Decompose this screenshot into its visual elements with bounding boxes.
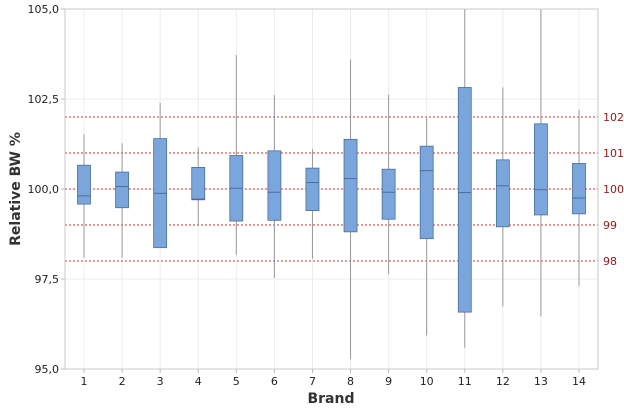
x-tick-label: 4 (195, 375, 202, 388)
box-brand-11 (457, 9, 472, 348)
box-brand-4 (191, 147, 206, 226)
x-tick-label: 1 (81, 375, 88, 388)
box (457, 87, 472, 313)
box-brand-3 (153, 102, 168, 249)
box (572, 163, 586, 215)
box-brand-12 (495, 87, 510, 307)
box (495, 159, 510, 228)
reference-label: 101 (603, 147, 624, 160)
y-tick-label: 105,0 (28, 3, 60, 16)
y-tick-label: 102,5 (28, 93, 60, 106)
x-tick-label: 14 (572, 375, 586, 388)
box (267, 150, 282, 221)
boxes (77, 9, 586, 359)
reference-label: 100 (603, 183, 624, 196)
box-brand-14 (572, 109, 586, 286)
box (381, 168, 396, 220)
box (419, 145, 434, 240)
reference-label: 98 (603, 255, 617, 268)
x-tick-label: 10 (420, 375, 434, 388)
box-brand-6 (267, 95, 282, 278)
x-tick-label: 8 (347, 375, 354, 388)
y-tick-label: 97,5 (35, 273, 60, 286)
box-brand-8 (343, 59, 358, 359)
x-tick-label: 2 (119, 375, 126, 388)
y-tick-label: 100,0 (28, 183, 60, 196)
box (305, 167, 320, 211)
box-brand-7 (305, 149, 320, 259)
x-tick-label: 6 (271, 375, 278, 388)
box-brand-5 (229, 55, 244, 255)
x-tick-label: 5 (233, 375, 240, 388)
box-brand-10 (419, 118, 434, 336)
box-brand-9 (381, 94, 396, 274)
x-tick-label: 12 (496, 375, 510, 388)
x-axis-label: Brand (307, 391, 354, 407)
x-tick-label: 3 (157, 375, 164, 388)
box-brand-13 (534, 9, 548, 317)
reference-label: 99 (603, 219, 617, 232)
box (115, 171, 129, 209)
box (343, 138, 358, 233)
box (77, 164, 91, 205)
box (191, 166, 206, 201)
x-tick-label: 11 (458, 375, 472, 388)
box (534, 123, 548, 216)
box-brand-2 (115, 143, 129, 258)
y-axis-label: Relative BW % (8, 132, 24, 246)
reference-label: 102 (603, 111, 624, 124)
plot-frame (64, 8, 599, 370)
box-brand-1 (77, 134, 91, 258)
x-tick-label: 7 (309, 375, 316, 388)
y-tick-label: 95,0 (35, 363, 60, 376)
x-tick-label: 9 (385, 375, 392, 388)
x-tick-label: 13 (534, 375, 548, 388)
